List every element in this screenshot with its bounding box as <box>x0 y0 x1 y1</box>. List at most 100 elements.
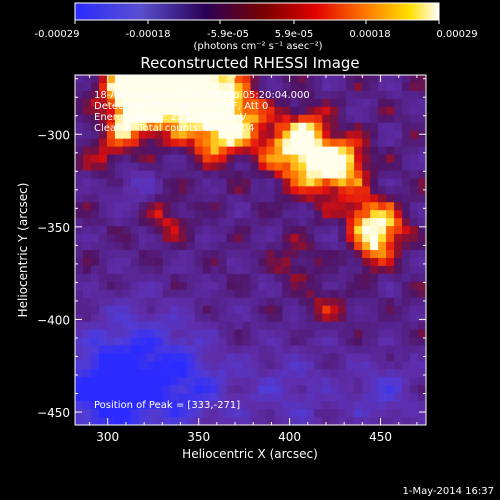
heatmap-cell <box>170 210 180 219</box>
heatmap-cell <box>298 226 307 235</box>
heatmap-cell <box>138 409 148 418</box>
heatmap-cell <box>194 250 204 259</box>
heatmap-cell <box>410 305 419 315</box>
heatmap-cell <box>306 377 315 386</box>
heatmap-cell <box>274 114 284 124</box>
heatmap-cell <box>210 82 220 92</box>
heatmap-cell <box>306 162 315 172</box>
heatmap-cell <box>186 210 196 219</box>
heatmap-cell <box>75 305 84 315</box>
heatmap-cell <box>314 162 323 172</box>
heatmap-cell <box>122 250 132 259</box>
heatmap-cell <box>218 122 228 132</box>
heatmap-cell <box>122 90 132 100</box>
heatmap-cell <box>218 337 228 347</box>
heatmap-cell <box>242 186 252 195</box>
heatmap-cell <box>378 401 387 410</box>
heatmap-cell <box>186 122 196 132</box>
heatmap-cell <box>322 186 331 195</box>
heatmap-cell <box>322 321 331 331</box>
heatmap-cell <box>146 377 156 386</box>
heatmap-cell <box>330 305 339 315</box>
heatmap-cell <box>114 234 124 243</box>
heatmap-cell <box>266 98 276 108</box>
heatmap-cell <box>378 305 387 315</box>
heatmap-cell <box>362 329 371 339</box>
heatmap-cell <box>394 361 403 370</box>
heatmap-cell <box>314 82 323 92</box>
heatmap-cell <box>410 409 419 418</box>
heatmap-cell <box>410 202 419 211</box>
heatmap-cell <box>186 337 196 347</box>
heatmap-cell <box>298 114 307 124</box>
heatmap-cell <box>322 313 331 323</box>
heatmap-cell <box>266 90 276 100</box>
heatmap-cell <box>98 218 108 227</box>
heatmap-cell <box>362 369 371 378</box>
heatmap-cell <box>75 114 84 124</box>
heatmap-cell <box>314 106 323 116</box>
heatmap-cell <box>82 82 92 92</box>
heatmap-cell <box>258 265 268 275</box>
heatmap-cell <box>322 82 331 92</box>
heatmap-cell <box>386 170 395 179</box>
heatmap-cell <box>170 98 180 108</box>
heatmap-cell <box>170 138 180 148</box>
heatmap-cell <box>162 226 172 235</box>
heatmap-cell <box>90 218 100 227</box>
heatmap-cell <box>75 98 84 108</box>
heatmap-cell <box>250 226 260 235</box>
heatmap-cell <box>162 337 172 347</box>
heatmap-cell <box>394 130 403 140</box>
heatmap-cell <box>82 154 92 164</box>
heatmap-cell <box>274 178 284 187</box>
heatmap-cell <box>154 401 164 410</box>
heatmap-cell <box>90 210 100 219</box>
heatmap-cell <box>362 146 371 156</box>
heatmap-cell <box>274 369 284 378</box>
heatmap-cell <box>98 162 108 172</box>
heatmap-cell <box>394 138 403 148</box>
heatmap-cell <box>186 82 196 92</box>
heatmap-cell <box>354 369 363 378</box>
heatmap-cell <box>170 90 180 100</box>
heatmap-cell <box>290 281 299 291</box>
heatmap-cell <box>154 234 164 243</box>
heatmap-cell <box>226 194 236 203</box>
heatmap-cell <box>90 353 100 362</box>
heatmap-cell <box>234 401 244 410</box>
heatmap-cell <box>410 257 419 267</box>
heatmap-cell <box>106 273 116 283</box>
heatmap-cell <box>402 353 411 362</box>
heatmap-cell <box>274 385 284 394</box>
heatmap-cell <box>306 417 315 425</box>
heatmap-cell <box>258 186 268 195</box>
heatmap-cell <box>330 122 339 132</box>
heatmap-cell <box>338 273 347 283</box>
heatmap-cell <box>162 385 172 394</box>
heatmap-cell <box>362 194 371 203</box>
heatmap-cell <box>346 297 355 307</box>
heatmap-cell <box>138 218 148 227</box>
heatmap-cell <box>290 194 299 203</box>
heatmap-cell <box>306 154 315 164</box>
heatmap-cell <box>402 393 411 402</box>
heatmap-cell <box>202 242 212 251</box>
heatmap-cell <box>258 305 268 315</box>
heatmap-cell <box>178 202 188 211</box>
heatmap-cell <box>330 154 339 164</box>
heatmap-cell <box>130 130 140 140</box>
heatmap-cell <box>154 409 164 418</box>
heatmap-cell <box>418 401 426 410</box>
heatmap-cell <box>394 281 403 291</box>
heatmap-cell <box>370 130 379 140</box>
heatmap-cell <box>98 417 108 425</box>
heatmap-cell <box>138 202 148 211</box>
heatmap-cell <box>410 122 419 132</box>
heatmap-cell <box>226 369 236 378</box>
heatmap-cell <box>418 281 426 291</box>
heatmap-cell <box>354 321 363 331</box>
heatmap-cell <box>194 385 204 394</box>
heatmap-cell <box>210 313 220 323</box>
heatmap-cell <box>218 321 228 331</box>
